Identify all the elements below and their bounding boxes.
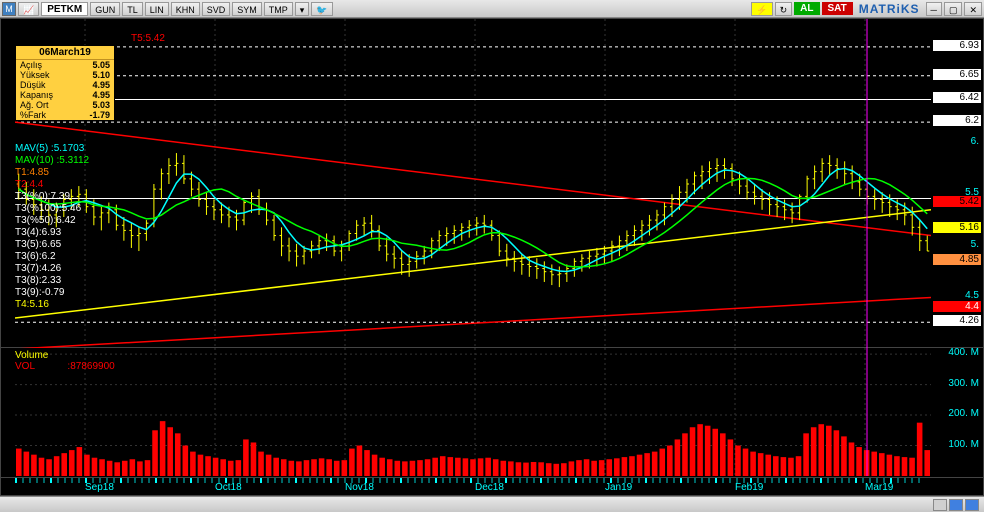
- price-chart[interactable]: [15, 19, 931, 349]
- volume-chart[interactable]: [15, 348, 931, 476]
- price-chart-panel: T5:5.42 06March19 Açılış5.05Yüksek5.10Dü…: [0, 18, 984, 348]
- volume-y-axis: 100. M 200. M 300. M 400. M: [931, 348, 983, 477]
- info-key: Yüksek: [16, 70, 74, 80]
- indicator-line: T3(6):6.2: [15, 251, 89, 263]
- y-tick-label: 4.26: [933, 315, 981, 326]
- tb-sym[interactable]: SYM: [232, 2, 262, 16]
- infobox-date: 06March19: [16, 46, 114, 60]
- tb-tl[interactable]: TL: [122, 2, 143, 16]
- vol-y-tick: 400. M: [933, 347, 981, 358]
- time-label: Feb19: [735, 482, 763, 493]
- info-key: Ağ. Ort: [16, 100, 74, 110]
- brand-label: MATRiKS: [855, 2, 924, 16]
- tb-gun[interactable]: GUN: [90, 2, 120, 16]
- indicator-line: T3(%100):5.46: [15, 203, 89, 215]
- dropdown-icon[interactable]: ▾: [295, 2, 310, 16]
- minimize-icon[interactable]: ─: [926, 2, 942, 16]
- tb-tmp[interactable]: TMP: [264, 2, 293, 16]
- info-key: %Fark: [16, 110, 74, 120]
- info-key: Açılış: [16, 60, 74, 70]
- volume-panel: Volume VOL :87869900 100. M 200. M 300. M 4…: [0, 348, 984, 478]
- y-tick-label: 4.85: [933, 254, 981, 265]
- y-tick-label: 4.4: [933, 301, 981, 312]
- indicator-line: MAV(10) :5.3112: [15, 155, 89, 167]
- indicator-line: T3(%0):7.39: [15, 191, 89, 203]
- y-tick-label: 6.2: [933, 115, 981, 126]
- info-val: 5.05: [74, 60, 114, 70]
- lightning-icon[interactable]: ⚡: [751, 2, 772, 16]
- indicator-line: T3(7):4.26: [15, 263, 89, 275]
- indicator-line: T3(%50):6.42: [15, 215, 89, 227]
- y-tick-label: 6.65: [933, 69, 981, 80]
- indicator-line: T3(9):-0.79: [15, 287, 89, 299]
- refresh-icon[interactable]: ↻: [775, 2, 793, 16]
- y-tick-label: 6.93: [933, 40, 981, 51]
- twitter-icon[interactable]: 🐦: [311, 2, 332, 16]
- indicator-line: MAV(5) :5.1703: [15, 143, 89, 155]
- time-label: Mar19: [865, 482, 893, 493]
- sell-button[interactable]: SAT: [822, 2, 853, 15]
- y-tick-label: 5.16: [933, 222, 981, 233]
- vol-y-tick: 100. M: [933, 439, 981, 450]
- y-tick-label: 6.: [933, 136, 981, 147]
- info-val: 5.03: [74, 100, 114, 110]
- indicator-line: T1:4.85: [15, 167, 89, 179]
- nav-left-icon[interactable]: [949, 499, 963, 511]
- toolbar: M 📈 PETKM GUN TL LIN KHN SVD SYM TMP ▾ 🐦…: [0, 0, 984, 18]
- bottom-bar: [0, 496, 984, 512]
- time-axis: Sep18 Oct18 Nov18 Dec18 Jan19 Feb19 Mar19: [0, 478, 984, 496]
- y-tick-label: 5.42: [933, 196, 981, 207]
- info-key: Kapanış: [16, 90, 74, 100]
- indicator-line: T3(5):6.65: [15, 239, 89, 251]
- info-key: Düşük: [16, 80, 74, 90]
- indicator-line: T3(4):6.93: [15, 227, 89, 239]
- time-label: Oct18: [215, 482, 242, 493]
- info-val: 4.95: [74, 90, 114, 100]
- info-val: -1.79: [74, 110, 114, 120]
- tb-svd[interactable]: SVD: [202, 2, 231, 16]
- info-val: 5.10: [74, 70, 114, 80]
- indicator-line: T4:5.16: [15, 299, 89, 311]
- time-label: Jan19: [605, 482, 632, 493]
- symbol-field[interactable]: PETKM: [41, 2, 88, 16]
- ohlc-infobox: 06March19 Açılış5.05Yüksek5.10Düşük4.95K…: [15, 45, 115, 121]
- nav-right-icon[interactable]: [965, 499, 979, 511]
- indicator-line: T2:4.4: [15, 179, 89, 191]
- nav-refresh-icon[interactable]: [933, 499, 947, 511]
- y-tick-label: 6.42: [933, 92, 981, 103]
- vol-y-tick: 300. M: [933, 378, 981, 389]
- volume-header: Volume VOL :87869900: [15, 350, 115, 372]
- vol-value: :87869900: [67, 361, 114, 372]
- vol-label: VOL: [15, 361, 35, 372]
- y-tick-label: 5.: [933, 239, 981, 250]
- time-label: Dec18: [475, 482, 504, 493]
- app-icon: M: [2, 2, 16, 16]
- buy-button[interactable]: AL: [794, 2, 819, 15]
- price-y-axis: 6.936.656.426.26.5.55.425.165.4.854.54.4…: [931, 19, 983, 347]
- time-label: Sep18: [85, 482, 114, 493]
- close-icon[interactable]: ✕: [964, 2, 982, 16]
- tb-khn[interactable]: KHN: [171, 2, 200, 16]
- time-label: Nov18: [345, 482, 374, 493]
- info-val: 4.95: [74, 80, 114, 90]
- volume-label: Volume: [15, 350, 48, 361]
- tb-lin[interactable]: LIN: [145, 2, 169, 16]
- maximize-icon[interactable]: ▢: [944, 2, 963, 16]
- indicator-list: MAV(5) :5.1703MAV(10) :5.3112T1:4.85T2:4…: [15, 143, 89, 311]
- vol-y-tick: 200. M: [933, 408, 981, 419]
- indicator-line: T3(8):2.33: [15, 275, 89, 287]
- chart-type-icon[interactable]: 📈: [18, 2, 39, 16]
